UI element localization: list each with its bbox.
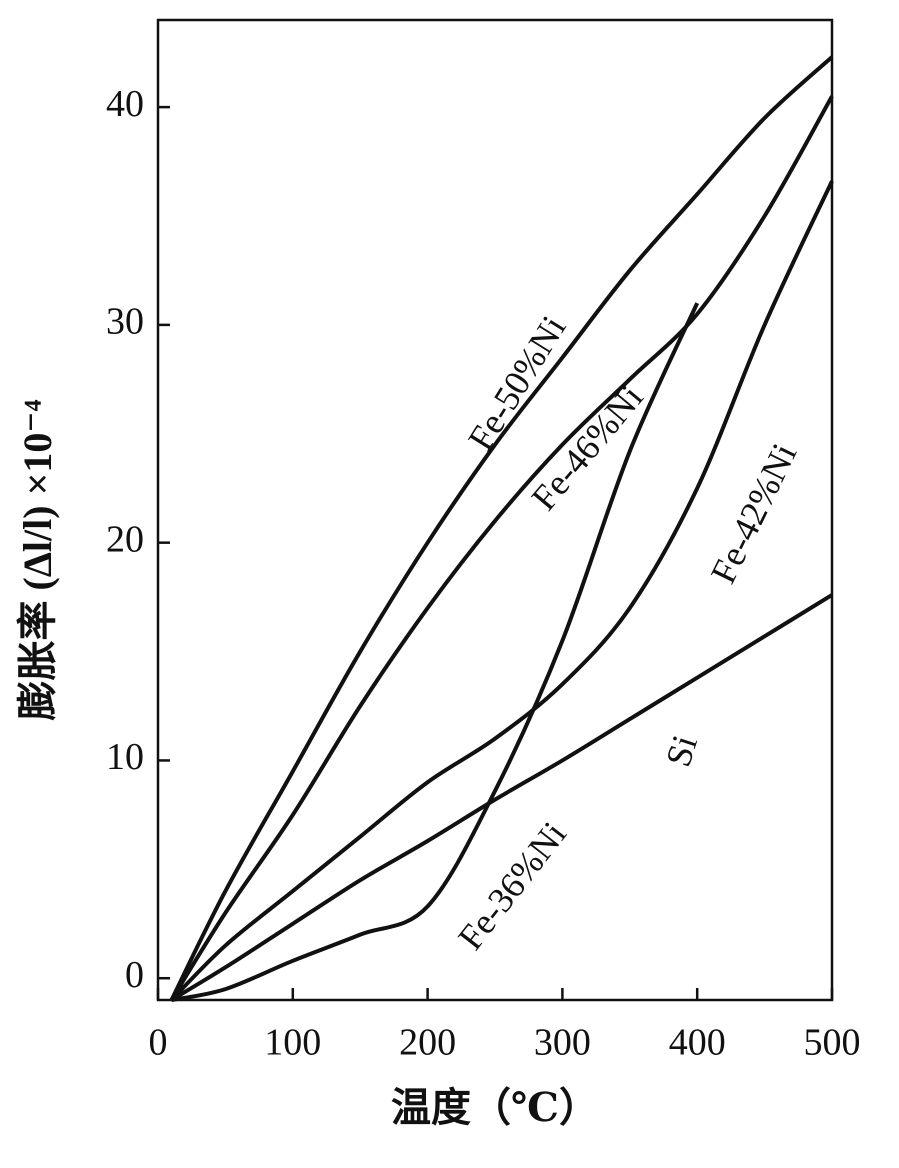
data-line	[170, 593, 834, 1002]
series-label: Fe-50%Ni	[460, 309, 573, 457]
y-tick-label: 10	[106, 736, 144, 778]
data-line	[169, 95, 834, 1002]
x-tick-label: 100	[264, 1022, 321, 1064]
x-tick-label: 300	[534, 1022, 591, 1064]
y-axis-title: 膨胀率 (Δl/l) ×10⁻⁴	[15, 400, 60, 721]
x-axis-title: 温度（℃）	[391, 1085, 599, 1130]
series-label: Fe-42%Ni	[703, 437, 805, 589]
data-line	[170, 180, 834, 1002]
x-tick-label: 200	[399, 1022, 456, 1064]
series-label: Fe-36%Ni	[450, 814, 574, 957]
y-tick-label: 0	[125, 954, 144, 996]
data-line	[171, 302, 700, 1002]
series-label: Si	[658, 730, 705, 771]
data-line	[169, 55, 834, 1001]
x-tick-label: 500	[804, 1022, 861, 1064]
plot-frame	[156, 18, 834, 1002]
y-tick-label: 40	[106, 83, 144, 125]
x-tick-label: 400	[669, 1022, 726, 1064]
y-tick-label: 20	[106, 518, 144, 560]
x-tick-label: 0	[149, 1022, 168, 1064]
y-tick-label: 30	[106, 301, 144, 343]
